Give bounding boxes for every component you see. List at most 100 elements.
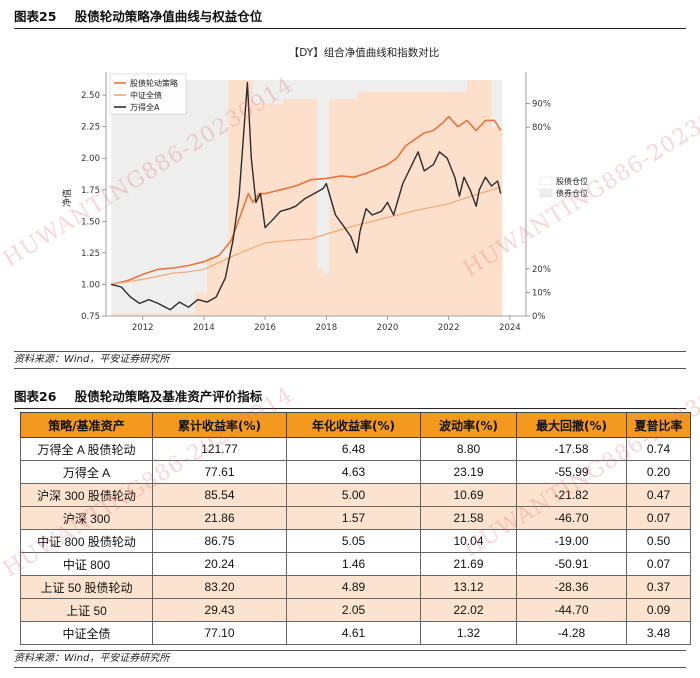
table-cell: 0.50 [626,529,691,553]
column-header: 策略/基准资产 [20,412,153,438]
y-tick-label: 2.50 [81,91,100,101]
table-cell: 沪深 300 股债轮动 [20,483,153,507]
table-cell: -19.00 [516,529,627,553]
y2-tick-label: 0% [532,312,546,322]
y2-tick-label: 90% [532,100,551,110]
x-tick-label: 2022 [438,323,460,333]
column-header: 夏普比率 [626,412,691,438]
table-row: 上证 50 29.43 2.05 22.02 -44.70 0.09 [20,598,691,622]
table-cell: 1.46 [286,552,421,576]
y-tick-label: 1.75 [81,186,100,196]
table-cell: 沪深 300 [20,506,153,530]
table-cell: 0.37 [626,575,691,599]
table-cell: 万得全 A [20,460,153,484]
table-row: 沪深 300 股债轮动 85.54 5.00 10.69 -21.82 0.47 [20,483,691,507]
table-cell: 22.02 [420,598,517,622]
table-cell: -28.36 [516,575,627,599]
figure-25-source: 资料来源：Wind，平安证券研究所 [14,351,686,369]
y-tick-label: 1.00 [81,280,100,290]
figure-25-title: 股债轮动策略净值曲线与权益仓位 [74,9,263,24]
table-cell: 0.47 [626,483,691,507]
table-cell: 万得全 A 股债轮动 [20,437,153,461]
legend-label: 中证全债 [130,90,162,100]
table-cell: 20.24 [152,552,287,576]
table-cell: -55.99 [516,460,627,484]
table-cell: 6.48 [286,437,421,461]
table-cell: 4.89 [286,575,421,599]
column-header: 累计收益率(%) [152,412,287,438]
table-cell: 85.54 [152,483,287,507]
metrics-table: 策略/基准资产 累计收益率(%) 年化收益率(%) 波动率(%) 最大回撤(%) 夏普比率… [20,412,691,645]
table-cell: 0.07 [626,506,691,530]
table-cell: 0.20 [626,460,691,484]
table-row: 万得全 A 77.61 4.63 23.19 -55.99 0.20 [20,460,691,484]
table-cell: 83.20 [152,575,287,599]
series-lines [111,81,502,311]
table-cell: 121.77 [152,437,287,461]
y2-tick-label: 80% [532,123,551,133]
table-cell: 上证 50 [20,598,153,622]
table-row: 中证全债 77.10 4.61 1.32 -4.28 3.48 [20,621,691,645]
figure-26-header: 图表26 股债轮动策略及基准资产评价指标 [14,386,686,409]
table-cell: 13.12 [420,575,517,599]
table-cell: 2.05 [286,598,421,622]
x-tick-label: 2016 [254,323,276,333]
table-cell: 8.80 [420,437,517,461]
table-cell: 77.10 [152,621,287,645]
table-cell: 上证 50 股债轮动 [20,575,153,599]
table-cell: 中证 800 股债轮动 [20,529,153,553]
table-row: 中证 800 股债轮动 86.75 5.05 10.04 -19.00 0.50 [20,529,691,553]
x-tick-label: 2018 [315,323,337,333]
table-cell: 中证全债 [20,621,153,645]
y2-tick-label: 10% [532,288,551,298]
series-line [111,115,502,286]
legend-swatch [539,176,553,186]
table-cell: 3.48 [626,621,691,645]
table-cell: 4.61 [286,621,421,645]
table-cell: 10.04 [420,529,517,553]
table-row: 上证 50 股债轮动 83.20 4.89 13.12 -28.36 0.37 [20,575,691,599]
y-tick-label: 1.25 [81,249,100,259]
table-cell: 0.09 [626,598,691,622]
series-line [111,186,501,285]
table-cell: 77.61 [152,460,287,484]
chart-title: 【DY】组合净值曲线和指数对比 [289,46,439,59]
legend-label: 债券仓位 [556,188,588,198]
table-cell: 5.00 [286,483,421,507]
y-tick-label: 1.50 [81,217,100,227]
legend-label: 股债轮动策略 [130,78,178,88]
figure-26-source: 资料来源：Wind，平安证券研究所 [14,650,686,668]
table-cell: 1.32 [420,621,517,645]
x-tick-label: 2024 [499,323,521,333]
table-cell: 21.58 [420,506,517,530]
table-header-row: 策略/基准资产 累计收益率(%) 年化收益率(%) 波动率(%) 最大回撤(%) 夏普比率 [20,412,691,438]
table-cell: -21.82 [516,483,627,507]
table-row: 中证 800 20.24 1.46 21.69 -50.91 0.07 [20,552,691,576]
figure-25-number: 图表25 [14,9,57,24]
table-cell: -46.70 [516,506,627,530]
table-cell: -44.70 [516,598,627,622]
axes: 0.75 1.00 1.25 1.50 1.75 2.00 2.25 2.50 2012 2014… [61,72,551,333]
table-cell: -17.58 [516,437,627,461]
column-header: 最大回撤(%) [516,412,627,438]
table-cell: 1.57 [286,506,421,530]
legend-swatch [539,188,553,198]
y-tick-label: 2.00 [81,154,100,164]
column-header: 年化收益率(%) [286,412,421,438]
figure-26-number: 图表26 [14,389,57,404]
y-tick-label: 2.25 [81,123,100,133]
table-cell: 5.05 [286,529,421,553]
figure-25-header: 图表25 股债轮动策略净值曲线与权益仓位 [14,6,686,29]
legend-label: 万得全A [130,102,160,112]
figure-26-title: 股债轮动策略及基准资产评价指标 [74,389,263,404]
column-header: 波动率(%) [420,412,517,438]
series-line [111,81,502,311]
nav-chart: 【DY】组合净值曲线和指数对比 0.75 1.00 1.25 1.50 1.75 2.00… [61,46,588,333]
table-cell: -50.91 [516,552,627,576]
table-cell: 21.86 [152,506,287,530]
table-row: 万得全 A 股债轮动 121.77 6.48 8.80 -17.58 0.74 [20,437,691,461]
y-axis-label: 净值 [61,189,73,207]
x-tick-label: 2020 [377,323,399,333]
